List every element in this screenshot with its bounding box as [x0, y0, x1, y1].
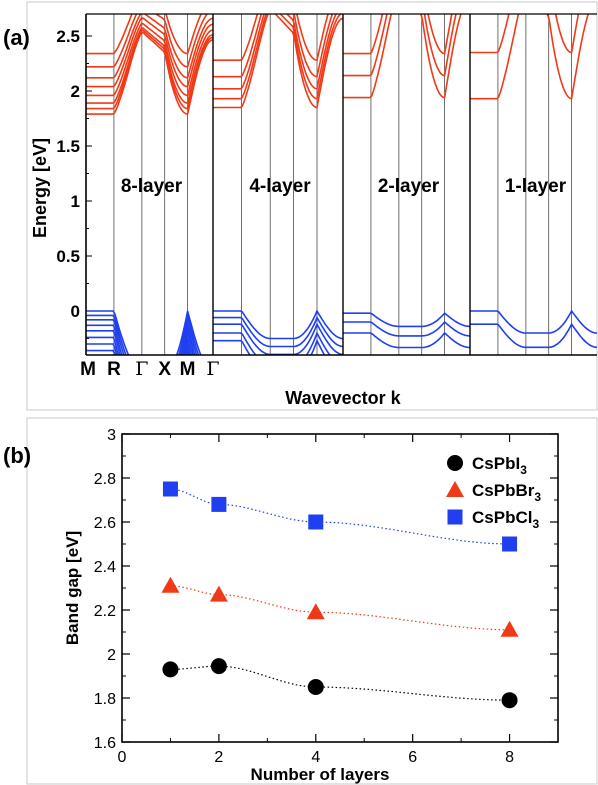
- conduction-band-line: [470, 14, 590, 100]
- series-fit-line: [170, 585, 510, 631]
- x-tick-label: 4: [311, 749, 320, 766]
- k-point-label: M: [180, 359, 196, 380]
- conduction-band-line: [343, 14, 457, 77]
- panel-a-ylabel: Energy [eV]: [30, 138, 50, 238]
- valence-band-line: [343, 320, 471, 337]
- conduction-band-line: [213, 14, 337, 90]
- k-point-label: R: [107, 359, 121, 380]
- panel-b-label: (b): [3, 443, 31, 468]
- data-point: [306, 603, 325, 620]
- panel-b-xlabel: Number of layers: [251, 765, 390, 784]
- y-tick-label: 0.5: [56, 247, 80, 266]
- x-tick-label: 8: [505, 749, 514, 766]
- conduction-band-line: [86, 14, 203, 55]
- data-point: [162, 481, 178, 497]
- legend-label: CsPbBr3: [472, 481, 541, 504]
- valence-band-line: [86, 330, 194, 355]
- valence-band-line: [343, 331, 470, 349]
- data-point: [502, 536, 518, 552]
- band-gap-plot: 0 2 4 6 8 1.6 1.8 2 2.2 2.4 2.6 2.8 3 CsPbI3 CsPbBr3 Cs…: [94, 427, 559, 766]
- y-tick-label: 1: [71, 192, 80, 211]
- legend-label: CsPbCl3: [472, 508, 539, 531]
- valence-band-line: [86, 343, 191, 355]
- data-point: [161, 576, 180, 593]
- valence-band-line: [213, 331, 331, 355]
- series-fit-line: [170, 665, 510, 701]
- conduction-band-line: [86, 16, 214, 88]
- k-point-label: X: [158, 359, 171, 380]
- data-point: [307, 679, 324, 695]
- k-point-label: Γ: [206, 358, 219, 380]
- data-point: [501, 692, 518, 709]
- data-point: [500, 620, 519, 637]
- x-tick-label: 2: [214, 749, 223, 766]
- legend-marker: [447, 455, 463, 471]
- y-tick-label: 2.5: [56, 27, 80, 46]
- y-tick-label: 3: [107, 427, 116, 444]
- valence-band-line: [86, 310, 202, 355]
- y-tick-label: 0: [71, 302, 80, 321]
- conduction-band-line: [343, 14, 462, 99]
- y-tick-label: 1.6: [94, 735, 116, 752]
- k-point-label: Γ: [135, 358, 148, 380]
- valence-band-line: [86, 336, 193, 355]
- data-point: [210, 658, 227, 675]
- y-tick-label: 2.6: [94, 515, 116, 532]
- subpanel-label: 8-layer: [121, 176, 183, 197]
- valence-band-line: [343, 312, 471, 328]
- panel-b-ylabel: Band gap [eV]: [63, 531, 82, 645]
- conduction-band-line: [213, 14, 329, 62]
- legend-marker: [447, 509, 463, 525]
- panel-b-frame: [26, 417, 598, 785]
- valence-band-line: [86, 319, 198, 355]
- k-point-label: M: [80, 359, 96, 380]
- valence-band-line: [86, 324, 196, 355]
- legend-marker: [446, 481, 464, 497]
- legend-label: CsPbI3: [472, 454, 527, 477]
- valence-band-line: [213, 309, 344, 340]
- conduction-band-line: [213, 14, 344, 109]
- y-tick-label: 1.8: [94, 691, 116, 708]
- band-structure-plot: 2.5 2 1.5 1 0.5 0 8-layer 4-layer 2-layer 1-layer…: [56, 13, 597, 380]
- data-point: [308, 514, 324, 530]
- valence-band-line: [86, 314, 200, 355]
- conduction-band-line: [213, 14, 344, 100]
- y-tick-label: 1.5: [56, 137, 80, 156]
- conduction-band-line: [86, 29, 214, 110]
- panel-a-frame: [26, 1, 598, 411]
- valence-band-line: [213, 315, 344, 348]
- y-tick-label: 2: [71, 82, 80, 101]
- conduction-band-line: [86, 26, 214, 105]
- conduction-band-line: [86, 14, 214, 79]
- conduction-band-line: [86, 22, 214, 97]
- valence-band-line: [470, 322, 597, 349]
- data-point: [209, 585, 228, 602]
- y-tick-label: 2.8: [94, 471, 116, 488]
- panel-a-xlabel: Wavevector k: [285, 388, 401, 408]
- conduction-band-line: [86, 31, 214, 116]
- data-point: [211, 496, 227, 512]
- series-fit-line: [170, 488, 510, 545]
- valence-band-line: [86, 349, 190, 355]
- subpanel-label: 2-layer: [378, 176, 440, 197]
- conduction-band-line: [213, 14, 334, 78]
- valence-band-line: [470, 309, 597, 334]
- panel-a-label: (a): [3, 25, 30, 50]
- y-tick-label: 2.2: [94, 603, 116, 620]
- subpanel-label: 4-layer: [249, 176, 311, 197]
- conduction-band-line: [343, 14, 453, 55]
- conduction-band-line: [86, 14, 209, 68]
- x-tick-label: 6: [408, 749, 417, 766]
- x-tick-label: 0: [118, 749, 127, 766]
- valence-band-line: [213, 338, 326, 355]
- subpanel-label: 1-layer: [505, 176, 567, 197]
- y-tick-label: 2.4: [94, 559, 116, 576]
- conduction-band-line: [470, 14, 580, 54]
- y-tick-label: 2: [107, 647, 116, 664]
- data-point: [162, 661, 179, 678]
